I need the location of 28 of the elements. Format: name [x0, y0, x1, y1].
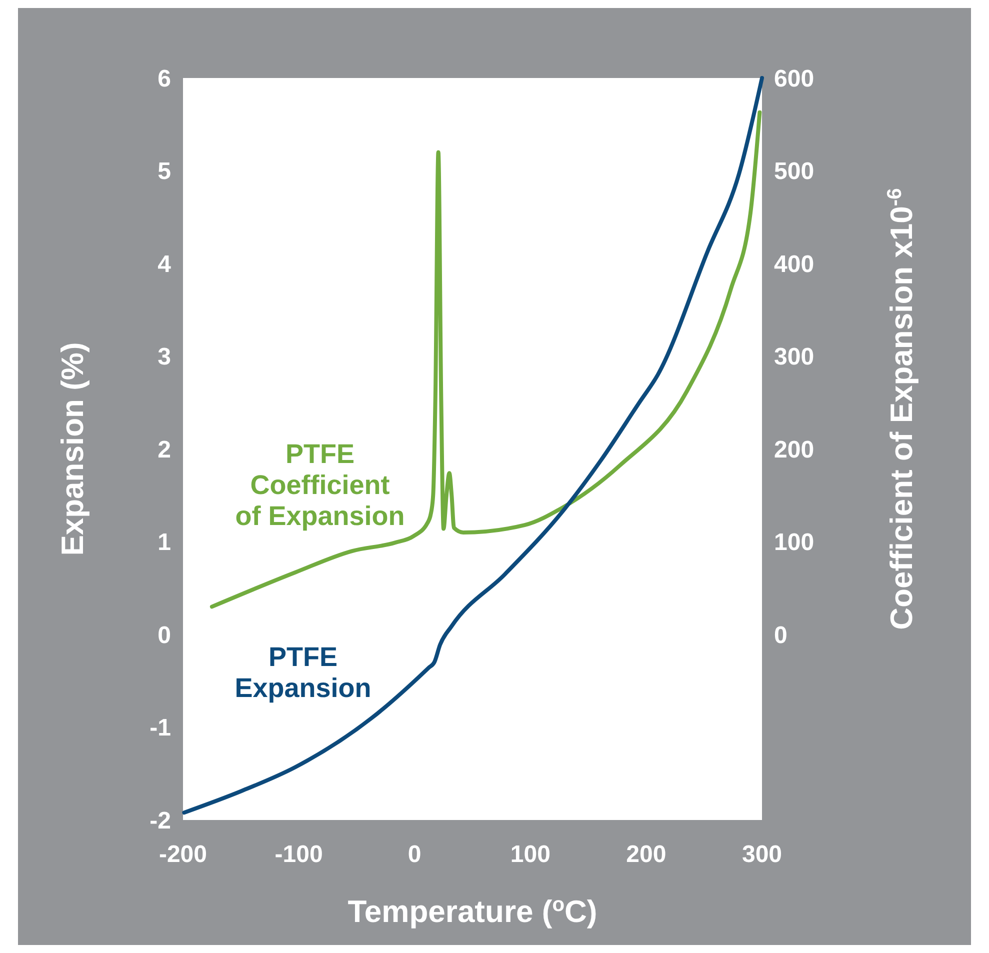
- y2-tick-label: 400: [774, 250, 814, 278]
- y-tick-label: 6: [158, 65, 171, 92]
- x-axis-title: Temperature ($^{o}$C): [348, 894, 598, 929]
- x-tick-label: 0: [408, 841, 422, 868]
- series-label: PTFE Expansion: [234, 642, 372, 703]
- y-tick-label: -2: [150, 807, 171, 834]
- x-tick-label: -200: [158, 841, 208, 868]
- y-tick-label: 0: [158, 622, 171, 649]
- y2-tick-label: 100: [774, 529, 814, 556]
- y2-tick-label: 200: [774, 436, 814, 464]
- line-series: [210, 110, 762, 609]
- y2-tick-label: 500: [774, 158, 814, 186]
- y-tick-label: 4: [158, 250, 172, 278]
- y-tick-label: -1: [150, 714, 171, 742]
- x-tick-label: 200: [626, 841, 666, 868]
- y2-tick-label: 600: [774, 65, 814, 92]
- y-tick-label: 1: [158, 529, 171, 556]
- y2-tick-label: 0: [774, 622, 788, 649]
- y-tick-label: 3: [158, 344, 171, 371]
- y-tick-label: 2: [158, 436, 171, 464]
- y2-tick-label: 300: [774, 344, 814, 371]
- series-label: PTFE Coefficient of Expansion: [235, 439, 405, 531]
- y-tick-label: 5: [158, 158, 171, 186]
- x-tick-label: 300: [742, 841, 782, 868]
- line-series: [182, 76, 764, 815]
- y-axis-title: Expansion (%): [55, 342, 90, 556]
- x-tick-label: 100: [510, 841, 550, 868]
- x-tick-label: -100: [274, 841, 323, 868]
